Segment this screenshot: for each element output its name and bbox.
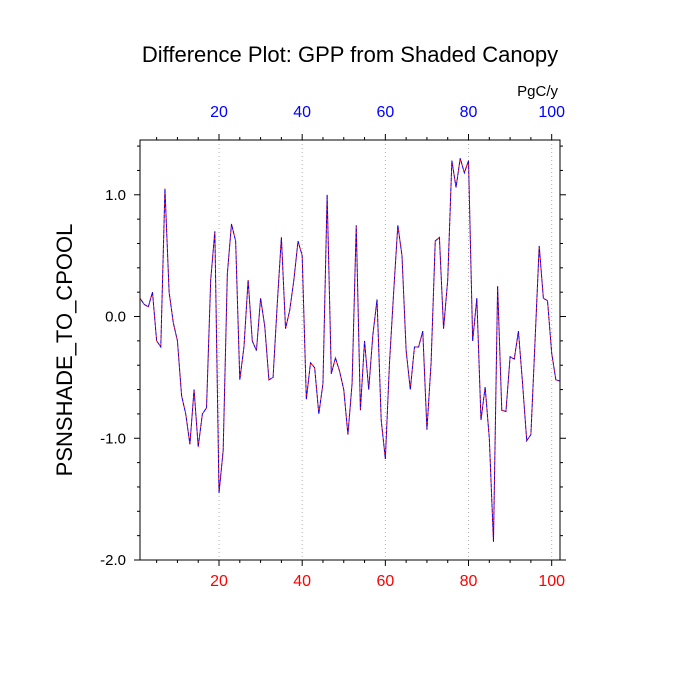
x-tick-label-top: 20 [210, 104, 228, 121]
axis-tick-labels: 20 20 40 40 60 60 80 80 100 100 -2.0 -1.0 0.0 1.0 [100, 104, 565, 590]
y-tick-label: -1.0 [100, 430, 126, 447]
axis-ticks [134, 134, 566, 566]
chart-title: Difference Plot: GPP from Shaded Canopy [142, 42, 558, 67]
x-tick-label-bottom: 20 [210, 573, 228, 590]
x-tick-label-bottom: 60 [376, 573, 394, 590]
y-tick-label: -2.0 [100, 552, 126, 569]
x-tick-label-bottom: 80 [460, 573, 478, 590]
x-tick-label-top: 100 [538, 104, 565, 121]
y-axis-label: PSNSHADE_TO_CPOOL [52, 224, 77, 477]
data-series [139, 158, 561, 542]
series-line-blue [139, 158, 561, 542]
units-label: PgC/y [517, 83, 558, 100]
y-tick-label: 0.0 [105, 309, 126, 326]
series-line-red [139, 158, 561, 542]
x-tick-label-top: 40 [293, 104, 311, 121]
grid-lines [218, 140, 553, 560]
x-tick-label-bottom: 100 [538, 573, 565, 590]
y-tick-label: 1.0 [105, 187, 126, 204]
x-tick-label-bottom: 40 [293, 573, 311, 590]
plot-frame [139, 139, 561, 561]
x-tick-label-top: 60 [376, 104, 394, 121]
x-tick-label-top: 80 [460, 104, 478, 121]
